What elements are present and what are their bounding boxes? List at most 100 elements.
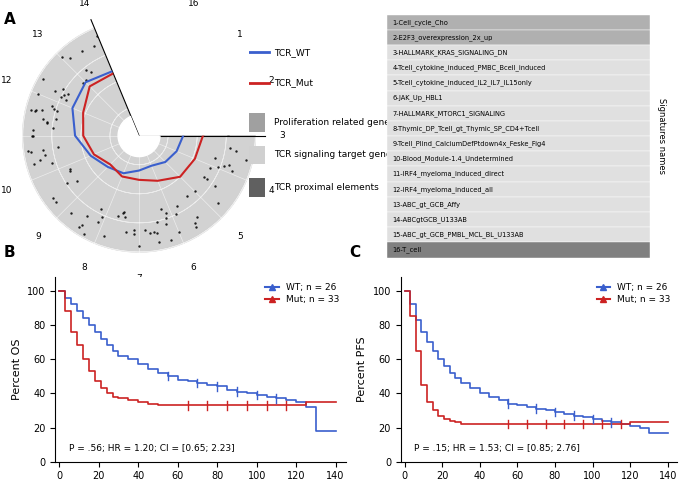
Point [41,118,53,125]
Point [129,230,140,238]
Legend: WT; n = 26, Mut; n = 33: WT; n = 26, Mut; n = 33 [595,281,672,306]
Point [77,47,88,54]
Point [64,167,75,175]
WT; n = 26 [626,423,634,429]
Point [92,219,103,226]
Point [235,110,246,118]
WT; n = 26 [406,301,415,307]
Mut; n = 33 [475,421,484,427]
Point [129,226,140,234]
Point [41,119,53,126]
Text: 15-ABC_gt_GCB_PMBL_MCL_BL_U133AB: 15-ABC_gt_GCB_PMBL_MCL_BL_U133AB [392,231,524,238]
Point [219,101,230,108]
Bar [387,60,650,75]
Point [190,224,201,231]
Point [117,209,129,217]
WT; n = 26 [504,400,512,406]
Line: Mut; n = 33: Mut; n = 33 [404,291,668,424]
Text: C: C [349,245,360,260]
Point [91,33,102,40]
Point [62,89,73,97]
Point [57,86,68,93]
Mut; n = 33 [636,419,644,425]
Mut; n = 33 [428,407,437,413]
Point [212,163,223,171]
Polygon shape [118,115,160,156]
Point [26,133,37,140]
Point [98,232,109,240]
Mut; n = 33 [302,399,310,405]
Mut; n = 33 [616,421,625,427]
Point [199,55,210,63]
WT; n = 26 [203,382,211,388]
Mut; n = 33 [263,402,271,408]
WT; n = 26 [434,356,442,362]
Point [213,104,224,112]
WT; n = 26 [263,394,271,399]
Mut; n = 33 [134,399,142,405]
Point [198,174,209,181]
Mut; n = 33 [243,402,251,408]
Point [209,182,220,190]
Point [122,32,133,40]
Y-axis label: Percent PFS: Percent PFS [357,336,367,402]
Point [205,164,216,172]
Mut; n = 33 [451,419,460,425]
Point [214,119,225,127]
Line: Mut; n = 33: Mut; n = 33 [59,291,336,405]
Point [50,115,61,122]
Point [120,47,131,55]
Point [210,154,221,161]
Point [218,162,229,170]
Point [39,152,50,159]
Point [181,192,192,200]
Text: 16-T_cell: 16-T_cell [392,246,422,253]
Point [155,206,167,213]
Point [25,149,36,156]
WT; n = 26 [551,409,559,415]
Point [173,228,184,236]
WT; n = 26 [272,396,281,401]
WT; n = 26 [243,390,251,396]
Bar [387,90,650,106]
Text: P = .15; HR = 1.53; CI = [0.85; 2.76]: P = .15; HR = 1.53; CI = [0.85; 2.76] [414,444,580,453]
Bar [387,243,650,258]
Point [155,59,166,67]
Point [189,188,200,195]
WT; n = 26 [598,418,606,424]
Mut; n = 33 [144,400,152,406]
Mut; n = 33 [645,419,653,425]
Point [225,144,236,152]
Point [65,165,76,173]
Bar [387,106,650,121]
Point [108,55,120,63]
WT; n = 26 [485,394,493,399]
WT; n = 26 [663,430,672,435]
Point [120,228,131,236]
Point [191,213,202,221]
Point [149,228,160,236]
Polygon shape [147,28,247,128]
Point [206,94,217,102]
Point [142,38,153,46]
Text: 8-Thymic_DP_Tcell_gt_Thymic_SP_CD4+Tcell: 8-Thymic_DP_Tcell_gt_Thymic_SP_CD4+Tcell [392,125,540,132]
Point [50,199,61,207]
Mut; n = 33 [73,343,81,348]
Text: TCR_Mut: TCR_Mut [274,78,312,87]
Point [36,106,47,114]
Point [22,148,33,156]
Text: 1-Cell_cycle_Cho: 1-Cell_cycle_Cho [392,19,448,26]
Bar [387,121,650,136]
Point [88,43,100,51]
WT; n = 26 [417,329,426,335]
WT; n = 26 [494,397,502,403]
WT; n = 26 [144,366,152,372]
WT; n = 26 [423,339,431,345]
Point [96,35,107,43]
Point [47,103,58,110]
Point [108,29,120,37]
WT; n = 26 [400,288,408,294]
Bar [387,30,650,45]
Mut; n = 33 [223,402,231,408]
Mut; n = 33 [532,421,540,427]
